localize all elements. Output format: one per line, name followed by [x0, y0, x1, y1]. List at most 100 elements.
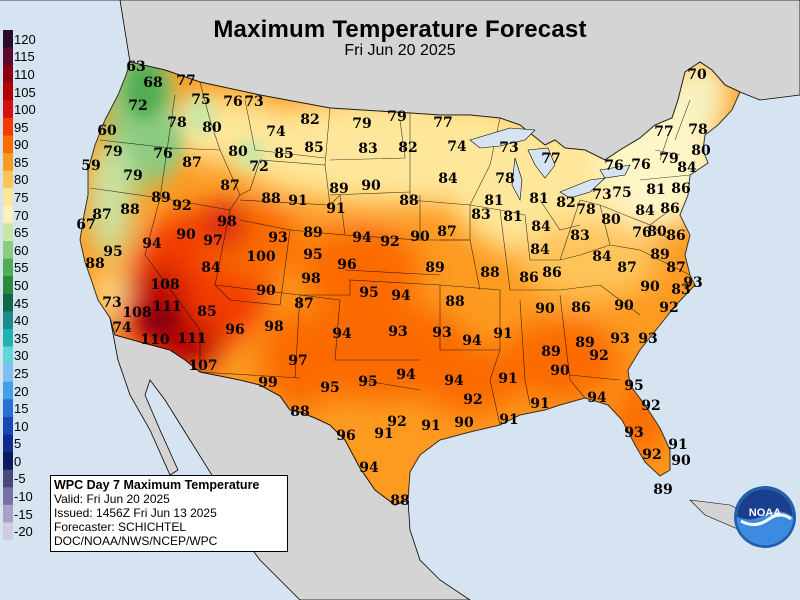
temperature-value: 94	[462, 333, 482, 349]
temperature-value: 83	[570, 228, 590, 244]
legend-label: 85	[14, 154, 29, 170]
legend-label: 70	[14, 207, 29, 223]
temperature-value: 93	[432, 325, 452, 341]
temperature-value: 90	[535, 301, 555, 317]
temperature-value: 93	[388, 324, 408, 340]
legend-swatch	[3, 346, 13, 365]
temperature-value: 83	[358, 141, 378, 157]
temperature-value: 99	[258, 375, 278, 391]
legend-label: 20	[14, 383, 29, 399]
temperature-value: 95	[320, 380, 340, 396]
temperature-value: 74	[266, 124, 286, 140]
legend-swatch	[3, 487, 13, 506]
temperature-value: 88	[445, 294, 465, 310]
temperature-value: 90	[361, 178, 381, 194]
temperature-value: 91	[326, 201, 346, 217]
temperature-value: 70	[687, 67, 707, 83]
legend-swatch	[3, 452, 13, 471]
temperature-value: 88	[120, 202, 140, 218]
temperature-value: 79	[123, 168, 143, 184]
temperature-value: 88	[290, 404, 310, 420]
legend-label: 25	[14, 365, 29, 381]
temperature-value: 92	[659, 300, 679, 316]
legend-label: -10	[14, 489, 33, 505]
legend-swatch	[3, 381, 13, 400]
legend-label: 60	[14, 242, 29, 258]
legend-label: 40	[14, 313, 29, 329]
temperature-value: 88	[390, 493, 410, 509]
temperature-value: 60	[97, 123, 117, 139]
temperature-value: 78	[688, 122, 708, 138]
legend-swatch	[3, 469, 13, 488]
temperature-value: 87	[294, 296, 314, 312]
info-issued: Issued: 1456Z Fri Jun 13 2025	[54, 506, 217, 520]
temperature-value: 111	[152, 299, 182, 315]
temperature-value: 89	[650, 247, 670, 263]
legend-label: 95	[14, 119, 29, 135]
temperature-value: 95	[624, 378, 644, 394]
temperature-value: 94	[396, 367, 416, 383]
temperature-value: 86	[519, 270, 539, 286]
legend-label: 80	[14, 172, 29, 188]
legend-label: 15	[14, 401, 29, 417]
temperature-value: 96	[225, 322, 245, 338]
temperature-value: 90	[671, 453, 691, 469]
temperature-value: 92	[641, 398, 661, 414]
temperature-value: 81	[503, 209, 523, 225]
temperature-value: 80	[228, 144, 248, 160]
legend-swatch	[3, 328, 13, 348]
temperature-value: 107	[188, 358, 218, 374]
temperature-value: 86	[542, 265, 562, 281]
temperature-value: 80	[647, 224, 667, 240]
temperature-value: 92	[642, 447, 662, 463]
temperature-value: 72	[249, 159, 269, 175]
temperature-value: 76	[153, 146, 173, 162]
temperature-value: 85	[304, 140, 324, 156]
temperature-value: 81	[529, 191, 549, 207]
legend-label: 120	[14, 31, 36, 47]
temperature-value: 82	[300, 112, 320, 128]
temperature-value: 89	[575, 335, 595, 351]
temperature-value: 63	[126, 59, 146, 75]
legend-swatch	[3, 153, 13, 172]
legend-swatch	[3, 117, 13, 137]
temperature-value: 83	[671, 282, 691, 298]
temperature-value: 93	[683, 275, 703, 291]
temperature-value: 97	[288, 353, 308, 369]
temperature-value: 87	[182, 155, 202, 171]
temperature-value: 93	[268, 230, 288, 246]
temperature-value: 78	[576, 202, 596, 218]
temperature-value: 94	[444, 373, 464, 389]
legend-swatch	[3, 522, 13, 540]
temperature-value: 91	[493, 326, 513, 342]
temperature-value: 89	[303, 225, 323, 241]
temperature-value: 73	[499, 140, 519, 156]
legend-swatch	[3, 65, 13, 84]
temperature-value: 94	[391, 288, 411, 304]
legend-swatch	[3, 416, 13, 435]
temperature-value: 73	[102, 295, 122, 311]
temperature-value: 90	[454, 415, 474, 431]
temperature-value: 79	[387, 109, 407, 125]
legend-label: 30	[14, 348, 29, 364]
info-agency: DOC/NOAA/NWS/NCEP/WPC	[54, 534, 218, 548]
legend-label: 50	[14, 278, 29, 293]
temperature-value: 59	[81, 158, 101, 174]
temperature-value: 92	[387, 414, 407, 430]
temperature-value: 95	[303, 247, 323, 263]
temperature-value: 92	[463, 392, 483, 408]
temperature-value: 88	[85, 256, 105, 272]
legend-swatch	[3, 504, 13, 523]
map-subtitle: Fri Jun 20 2025	[344, 42, 456, 59]
temperature-value: 83	[471, 207, 491, 223]
legend-swatch	[3, 47, 13, 66]
temperature-value: 77	[176, 73, 196, 89]
temperature-value: 80	[601, 212, 621, 228]
temperature-value: 95	[359, 285, 379, 301]
temperature-value: 88	[261, 191, 281, 207]
temperature-value: 76	[223, 94, 243, 110]
temperature-value: 89	[329, 181, 349, 197]
legend-swatch	[3, 100, 13, 119]
temperature-value: 79	[352, 116, 372, 132]
